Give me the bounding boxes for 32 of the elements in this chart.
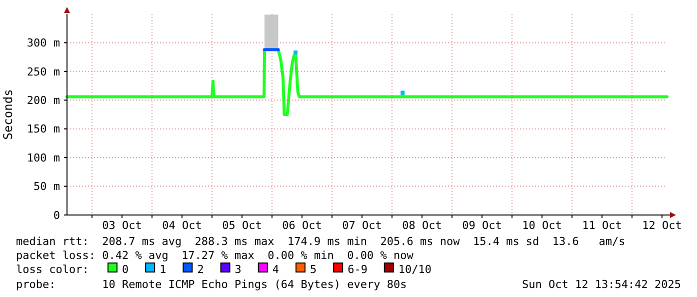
legend-label: 0 xyxy=(122,263,129,276)
line-series xyxy=(66,48,668,116)
legend-label: 10/10 xyxy=(398,263,432,276)
text: packet loss: 0.42 % avg 17.27 % max 0.00 % min 0.00 % now xyxy=(16,249,414,262)
x-tick-label: 07 Oct xyxy=(342,219,382,232)
legend-title: loss color: xyxy=(16,263,89,276)
x-tick-label: 05 Oct xyxy=(222,219,262,232)
legend-label: 5 xyxy=(310,263,317,276)
y-axis-title: Seconds xyxy=(1,89,15,140)
legend-label: 2 xyxy=(197,263,204,276)
x-tick-label: 06 Oct xyxy=(282,219,322,232)
y-tick-label: 50 m xyxy=(34,180,60,194)
x-tick-label: 12 Oct xyxy=(642,219,682,232)
y-tick-label: 150 m xyxy=(26,122,60,136)
y-tick-label: 300 m xyxy=(26,36,60,50)
legend-label: 4 xyxy=(272,263,280,276)
legend-label: 3 xyxy=(234,263,242,276)
x-tick-label: 09 Oct xyxy=(462,219,502,232)
legend-label: 1 xyxy=(160,263,166,276)
text: Sun Oct 12 13:54:42 2025 xyxy=(522,278,681,291)
y-tick-label: 200 m xyxy=(26,94,60,107)
x-tick-label: 04 Oct xyxy=(162,219,202,232)
y-tick-label: 0 xyxy=(53,208,60,222)
x-tick-label: 10 Oct xyxy=(522,219,562,232)
x-tick-label: 08 Oct xyxy=(402,219,442,232)
x-tick-label: 11 Oct xyxy=(582,219,622,232)
text: median rtt: 208.7 ms avg 288.3 ms max 174.9 ms min 205.6 ms now 15.4 ms sd 13.6 am/s xyxy=(16,235,626,248)
legend-label: 6-9 xyxy=(348,263,368,276)
y-tick-label: 100 m xyxy=(26,151,60,164)
text: probe: 10 Remote ICMP Echo Pings (64 Bytes) every 80s xyxy=(16,278,407,291)
x-tick-label: 03 Oct xyxy=(102,219,142,232)
y-tick-label: 250 m xyxy=(26,65,60,78)
